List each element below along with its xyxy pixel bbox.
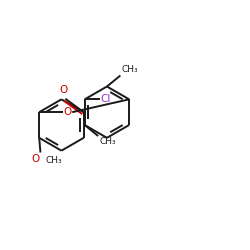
Text: O: O xyxy=(64,107,72,117)
Text: O: O xyxy=(31,154,39,164)
Text: CH₃: CH₃ xyxy=(46,156,62,165)
Text: Cl: Cl xyxy=(101,94,111,104)
Text: CH₃: CH₃ xyxy=(99,138,116,146)
Text: CH₃: CH₃ xyxy=(121,65,138,74)
Text: O: O xyxy=(59,85,68,95)
